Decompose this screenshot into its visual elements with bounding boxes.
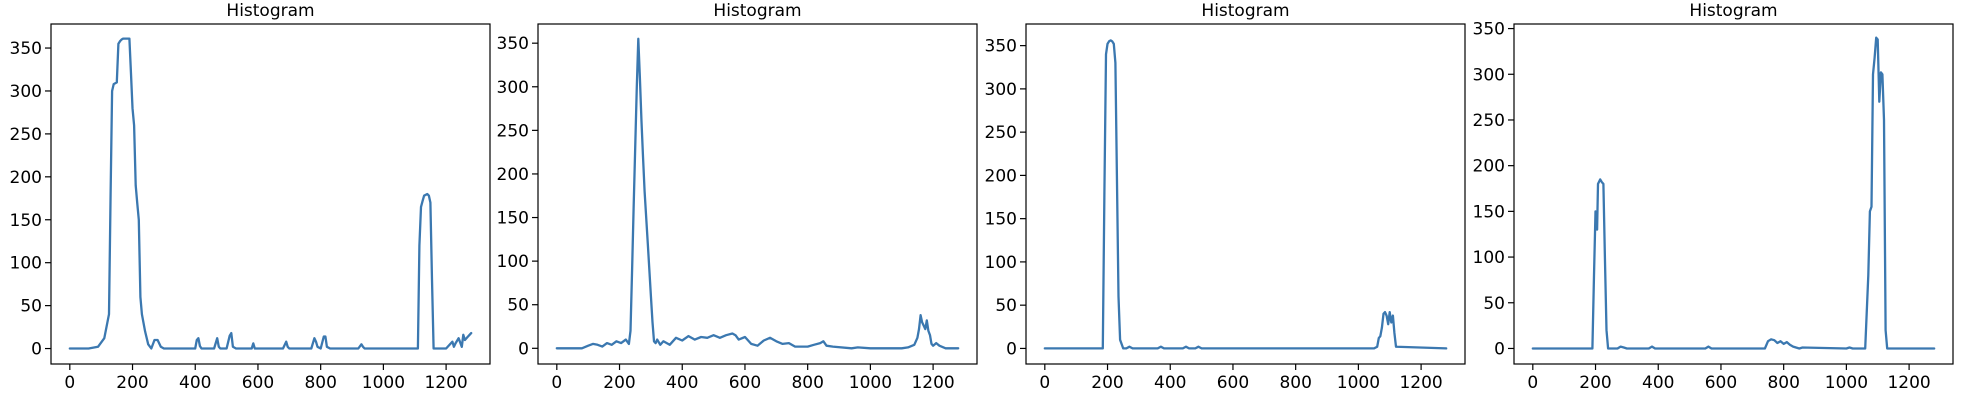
histogram-panel-4: Histogram 0 200 400 600 800 1000 1200 0 50 100 150 2… <box>1473 1 1954 393</box>
histogram-panel-2: Histogram 0 200 400 600 800 1000 1200 0 50 100 150 2… <box>497 1 978 393</box>
plot-frame <box>1025 23 1466 365</box>
x-tick-label: 400 <box>666 373 698 393</box>
y-tick-label: 0 <box>31 340 42 360</box>
chart-title: Histogram <box>1201 1 1289 21</box>
x-tick-label: 200 <box>116 373 148 393</box>
y-tick-label: 200 <box>1473 157 1505 177</box>
x-tick-label: 800 <box>304 373 336 393</box>
histogram-panel-1: Histogram 0 200 400 600 800 1000 1200 0 50 100 150 2… <box>10 1 491 393</box>
x-tick-label: 1200 <box>911 373 954 393</box>
x-tick-label: 1000 <box>849 373 892 393</box>
x-tick-label: 400 <box>179 373 211 393</box>
x-tick-label: 200 <box>1579 373 1611 393</box>
x-tick-label: 600 <box>729 373 761 393</box>
x-tick-label: 800 <box>1767 373 1799 393</box>
x-tick-label: 800 <box>1279 373 1311 393</box>
y-tick-label: 300 <box>1473 65 1505 85</box>
y-tick-label: 0 <box>518 339 529 359</box>
x-tick-label: 600 <box>1705 373 1737 393</box>
y-tick-label: 150 <box>497 209 529 229</box>
y-tick-label: 250 <box>1473 111 1505 131</box>
x-tick-label: 0 <box>1527 373 1538 393</box>
y-tick-label: 0 <box>1006 339 1017 359</box>
y-tick-label: 150 <box>1473 202 1505 222</box>
histogram-panel-3: Histogram 0 200 400 600 800 1000 1200 0 50 100 150 2… <box>985 1 1466 393</box>
y-tick-label: 100 <box>497 252 529 272</box>
x-tick-label: 1000 <box>1337 373 1380 393</box>
x-tick-label: 200 <box>603 373 635 393</box>
x-tick-label: 200 <box>1091 373 1123 393</box>
y-tick-label: 200 <box>10 168 42 188</box>
y-tick-label: 50 <box>995 296 1017 316</box>
y-tick-label: 250 <box>985 123 1017 143</box>
y-tick-label: 350 <box>985 37 1017 57</box>
x-tick-label: 0 <box>64 373 75 393</box>
y-tick-label: 50 <box>1483 294 1505 314</box>
chart-title: Histogram <box>226 1 314 21</box>
y-tick-label: 300 <box>10 82 42 102</box>
y-tick-label: 50 <box>20 297 42 317</box>
x-tick-label: 0 <box>551 373 562 393</box>
y-tick-label: 250 <box>10 125 42 145</box>
y-tick-label: 300 <box>497 78 529 98</box>
x-tick-label: 1000 <box>1825 373 1868 393</box>
y-tick-label: 300 <box>985 80 1017 100</box>
y-tick-label: 350 <box>10 39 42 59</box>
plot-frame <box>537 23 978 365</box>
y-tick-label: 350 <box>1473 20 1505 40</box>
y-tick-label: 350 <box>497 34 529 54</box>
y-tick-label: 150 <box>10 211 42 231</box>
x-tick-label: 1000 <box>362 373 405 393</box>
x-tick-label: 1200 <box>1399 373 1442 393</box>
y-tick-label: 100 <box>985 253 1017 273</box>
plot-frame <box>1513 23 1954 365</box>
y-tick-label: 150 <box>985 210 1017 230</box>
y-tick-label: 100 <box>10 254 42 274</box>
x-tick-label: 800 <box>791 373 823 393</box>
y-tick-label: 100 <box>1473 248 1505 268</box>
plot-frame <box>50 23 491 365</box>
histogram-line-1 <box>68 37 473 350</box>
histogram-line-1 <box>1043 39 1448 350</box>
y-tick-label: 200 <box>497 165 529 185</box>
x-tick-label: 600 <box>242 373 274 393</box>
x-tick-label: 0 <box>1039 373 1050 393</box>
x-tick-label: 400 <box>1154 373 1186 393</box>
histogram-line-1 <box>555 37 960 350</box>
x-tick-label: 400 <box>1642 373 1674 393</box>
histogram-line-1 <box>1531 36 1936 350</box>
chart-title: Histogram <box>713 1 801 21</box>
chart-title: Histogram <box>1689 1 1777 21</box>
x-tick-label: 600 <box>1217 373 1249 393</box>
y-tick-label: 250 <box>497 121 529 141</box>
y-tick-label: 0 <box>1494 339 1505 359</box>
y-tick-label: 200 <box>985 166 1017 186</box>
x-tick-label: 1200 <box>424 373 467 393</box>
y-tick-label: 50 <box>507 296 529 316</box>
x-tick-label: 1200 <box>1887 373 1930 393</box>
